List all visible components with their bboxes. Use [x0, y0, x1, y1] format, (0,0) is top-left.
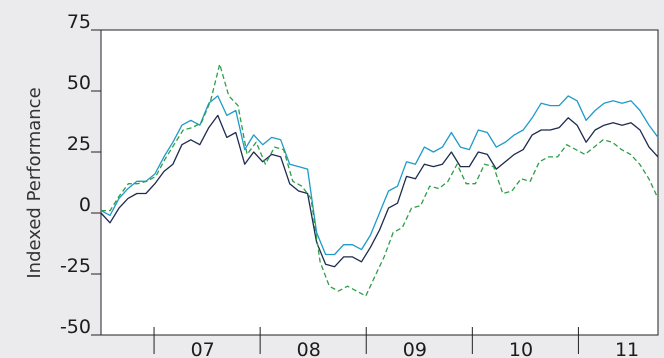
x-tick-label: 10	[509, 339, 533, 358]
series-line-navy	[100, 114, 659, 268]
y-tick-label: 50	[67, 72, 91, 94]
series-line-green-dashed	[101, 63, 659, 297]
series-line-blue	[100, 95, 659, 256]
x-tick-label: 11	[615, 339, 639, 358]
y-tick-label: -25	[60, 255, 91, 277]
y-tick-label: 25	[67, 133, 91, 155]
x-tick-label: 07	[191, 339, 215, 358]
y-tick-label: 75	[67, 11, 91, 33]
x-tick-label: 08	[297, 339, 321, 358]
y-tick-label: -50	[60, 316, 91, 338]
series-lines	[100, 63, 659, 297]
y-tick-label: 0	[79, 194, 91, 216]
x-axis: 07 08 09 10 11	[153, 327, 639, 358]
y-axis: -50 -25 0 25 50 75	[60, 11, 101, 338]
x-tick-label: 09	[403, 339, 427, 358]
plot-area	[100, 29, 659, 336]
y-axis-title: Indexed Performance	[24, 87, 45, 278]
